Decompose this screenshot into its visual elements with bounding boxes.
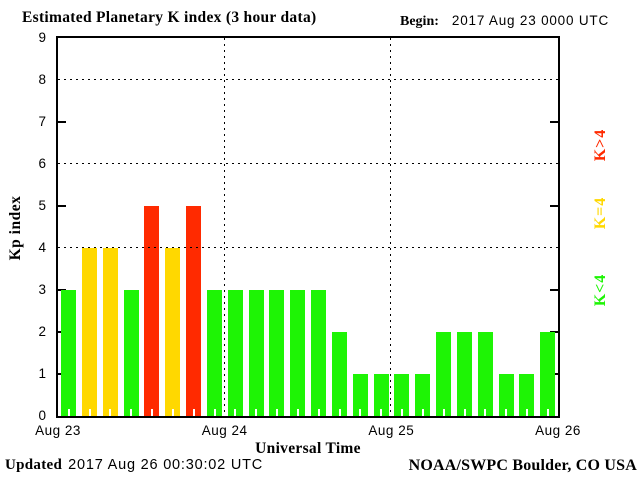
x-tick-3h [359, 409, 362, 416]
kp-bar [144, 206, 160, 416]
x-tick-3h [192, 409, 195, 416]
x-tick-3h [484, 409, 487, 416]
legend-item: K>4 [592, 128, 609, 162]
x-tick-3h [276, 409, 279, 416]
kp-bar [456, 332, 472, 416]
x-tick-3h [442, 409, 445, 416]
x-tick-3h [526, 409, 529, 416]
gridline-horizontal [58, 163, 558, 165]
updated-label: Updated [5, 457, 63, 473]
y-tick-right [550, 289, 558, 291]
x-tick-3h [109, 409, 112, 416]
x-tick-label: Aug 25 [368, 423, 415, 438]
x-tick-3h [317, 409, 320, 416]
begin-label: Begin: [400, 14, 439, 29]
y-tick-label: 3 [38, 282, 46, 297]
x-tick-3h [88, 409, 91, 416]
x-tick-3h [421, 409, 424, 416]
y-tick-label: 7 [38, 114, 46, 129]
gridline-horizontal [58, 79, 558, 81]
kp-bar [61, 290, 76, 416]
gridline-day-boundary [223, 38, 226, 416]
kp-bar [498, 374, 514, 416]
source-credit: NOAA/SWPC Boulder, CO USA [408, 457, 637, 474]
kp-bar [331, 332, 347, 416]
y-tick-label: 1 [38, 366, 46, 381]
y-tick-label: 4 [38, 240, 46, 255]
kp-bar [248, 290, 264, 416]
kp-bar [186, 206, 201, 416]
kp-bar [165, 248, 181, 416]
kp-bar [81, 248, 97, 416]
y-tick-label: 2 [38, 324, 46, 339]
kp-bar [436, 332, 451, 416]
kp-bar [352, 374, 368, 416]
x-tick-3h [463, 409, 466, 416]
y-tick-label: 8 [38, 72, 46, 87]
x-tick-label: Aug 23 [35, 423, 81, 438]
x-tick-3h [151, 409, 154, 416]
begin-value: 2017 Aug 23 0000 UTC [451, 13, 609, 28]
x-tick-3h [380, 409, 383, 416]
kp-bar [477, 332, 493, 416]
gridline-day-boundary [390, 38, 393, 416]
x-tick-3h [213, 409, 216, 416]
y-tick-right [550, 121, 558, 123]
y-tick-right [550, 205, 558, 207]
x-tick-label: Aug 24 [201, 423, 248, 438]
gridline-horizontal [58, 247, 558, 249]
updated-line: Updated 2017 Aug 26 00:30:02 UTC [5, 457, 263, 474]
x-tick-3h [338, 409, 341, 416]
x-tick-3h [171, 409, 174, 416]
x-axis-title: Universal Time [255, 440, 361, 457]
kp-bar [540, 332, 556, 416]
y-tick-label: 6 [38, 156, 46, 171]
y-tick-label: 5 [38, 198, 46, 213]
kp-bar [123, 290, 139, 416]
updated-value: 2017 Aug 26 00:30:02 UTC [68, 457, 264, 473]
x-tick-3h [67, 409, 70, 416]
kp-bar [415, 374, 431, 416]
chart-title: Estimated Planetary K index (3 hour data… [22, 9, 317, 26]
legend-item: K=4 [592, 196, 609, 230]
kp-bar [519, 374, 535, 416]
x-tick-3h [255, 409, 258, 416]
begin-line: Begin: 2017 Aug 23 0000 UTC [400, 13, 609, 30]
kp-bar [311, 290, 326, 416]
kp-bar [290, 290, 306, 416]
y-tick-left [58, 121, 66, 123]
x-tick-3h [130, 409, 133, 416]
x-tick-label: Aug 26 [535, 423, 581, 438]
y-tick-label: 0 [38, 408, 46, 423]
kp-bar [269, 290, 285, 416]
x-tick-3h [296, 409, 299, 416]
legend-item: K<4 [592, 273, 609, 307]
kp-bar [373, 374, 389, 416]
x-tick-3h [401, 409, 404, 416]
kp-bar [102, 248, 118, 416]
x-tick-3h [234, 409, 237, 416]
plot-area [56, 36, 560, 418]
y-tick-label: 9 [38, 30, 46, 45]
x-tick-3h [505, 409, 508, 416]
y-tick-left [58, 205, 66, 207]
x-tick-3h [546, 409, 549, 416]
y-axis-title: Kp index [7, 195, 24, 261]
kp-bar [227, 290, 243, 416]
kp-bar [206, 290, 222, 416]
kp-bar [394, 374, 410, 416]
